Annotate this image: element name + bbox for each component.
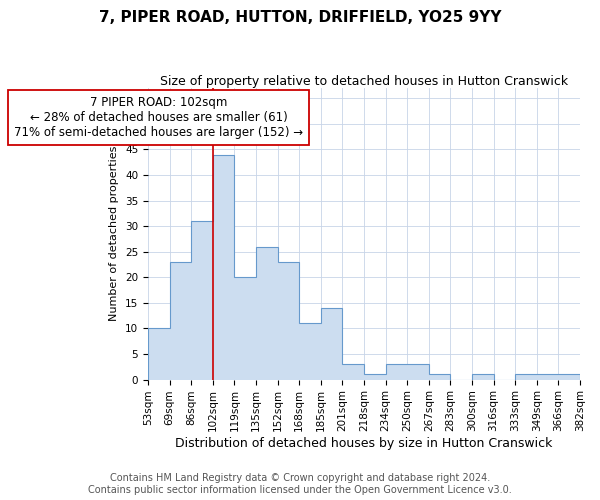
Title: Size of property relative to detached houses in Hutton Cranswick: Size of property relative to detached ho… <box>160 75 568 88</box>
Text: 7, PIPER ROAD, HUTTON, DRIFFIELD, YO25 9YY: 7, PIPER ROAD, HUTTON, DRIFFIELD, YO25 9… <box>99 10 501 25</box>
Y-axis label: Number of detached properties: Number of detached properties <box>109 146 119 322</box>
X-axis label: Distribution of detached houses by size in Hutton Cranswick: Distribution of detached houses by size … <box>175 437 553 450</box>
Text: 7 PIPER ROAD: 102sqm
← 28% of detached houses are smaller (61)
71% of semi-detac: 7 PIPER ROAD: 102sqm ← 28% of detached h… <box>14 96 304 138</box>
Text: Contains HM Land Registry data © Crown copyright and database right 2024.
Contai: Contains HM Land Registry data © Crown c… <box>88 474 512 495</box>
